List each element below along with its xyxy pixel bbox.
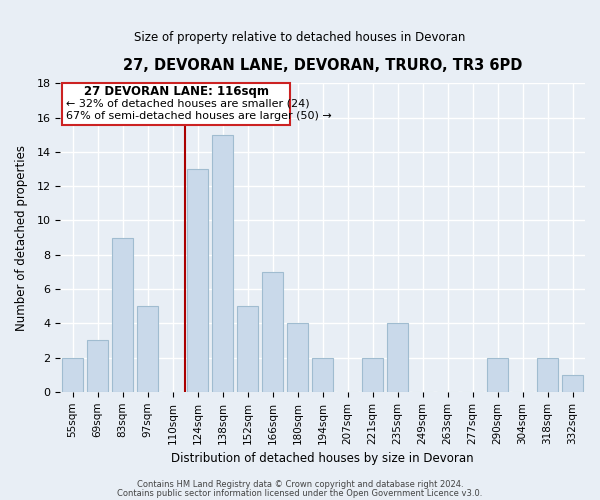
Text: Contains HM Land Registry data © Crown copyright and database right 2024.: Contains HM Land Registry data © Crown c…: [137, 480, 463, 489]
Bar: [112, 238, 133, 392]
Bar: [237, 306, 258, 392]
Bar: [137, 306, 158, 392]
Bar: [87, 340, 108, 392]
FancyBboxPatch shape: [62, 84, 290, 126]
Bar: [62, 358, 83, 392]
Text: 67% of semi-detached houses are larger (50) →: 67% of semi-detached houses are larger (…: [66, 111, 332, 121]
Bar: [387, 324, 408, 392]
X-axis label: Distribution of detached houses by size in Devoran: Distribution of detached houses by size …: [171, 452, 474, 465]
Bar: [212, 135, 233, 392]
Y-axis label: Number of detached properties: Number of detached properties: [15, 144, 28, 330]
Bar: [187, 169, 208, 392]
Bar: [262, 272, 283, 392]
Bar: [312, 358, 333, 392]
Bar: [287, 324, 308, 392]
Bar: [362, 358, 383, 392]
Bar: [487, 358, 508, 392]
Text: ← 32% of detached houses are smaller (24): ← 32% of detached houses are smaller (24…: [66, 99, 310, 109]
Text: Size of property relative to detached houses in Devoran: Size of property relative to detached ho…: [134, 31, 466, 44]
Text: Contains public sector information licensed under the Open Government Licence v3: Contains public sector information licen…: [118, 488, 482, 498]
Title: 27, DEVORAN LANE, DEVORAN, TRURO, TR3 6PD: 27, DEVORAN LANE, DEVORAN, TRURO, TR3 6P…: [123, 58, 522, 72]
Bar: [562, 374, 583, 392]
Bar: [537, 358, 558, 392]
Text: 27 DEVORAN LANE: 116sqm: 27 DEVORAN LANE: 116sqm: [83, 86, 269, 98]
